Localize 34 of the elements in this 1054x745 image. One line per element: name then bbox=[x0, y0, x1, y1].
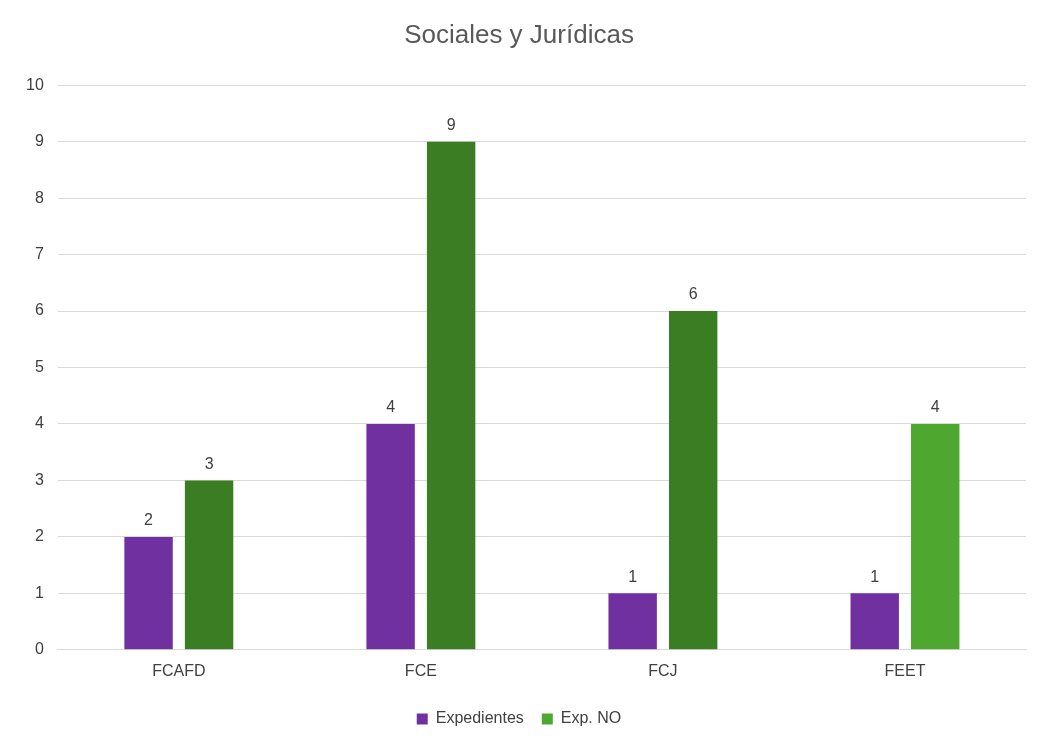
y-tick-label: 7 bbox=[34, 244, 44, 262]
data-label: 1 bbox=[628, 567, 638, 585]
legend-label: Exp. NO bbox=[560, 709, 622, 727]
data-label: 6 bbox=[688, 285, 698, 303]
data-label: 2 bbox=[144, 511, 154, 529]
y-tick-label: 8 bbox=[34, 188, 44, 206]
x-tick-label: FCAFD bbox=[152, 661, 206, 679]
bar bbox=[850, 593, 899, 650]
bar bbox=[124, 536, 173, 650]
y-tick-label: 0 bbox=[34, 640, 44, 658]
data-label: 4 bbox=[386, 398, 396, 416]
legend-label: Expedientes bbox=[435, 709, 524, 727]
y-tick-label: 6 bbox=[34, 301, 44, 319]
data-label: 4 bbox=[930, 398, 940, 416]
y-tick-label: 9 bbox=[34, 132, 44, 150]
data-label: 9 bbox=[446, 116, 456, 134]
data-label: 1 bbox=[870, 567, 880, 585]
y-tick-label: 5 bbox=[34, 357, 44, 375]
bar bbox=[911, 423, 960, 650]
x-tick-label: FCE bbox=[404, 661, 437, 679]
data-label: 3 bbox=[204, 454, 214, 472]
y-tick-label: 3 bbox=[34, 470, 44, 488]
y-tick-label: 10 bbox=[26, 75, 44, 93]
y-tick-label: 4 bbox=[34, 414, 44, 432]
x-tick-label: FEET bbox=[884, 661, 926, 679]
y-tick-label: 2 bbox=[34, 527, 44, 545]
bar bbox=[608, 593, 657, 650]
y-tick-label: 1 bbox=[34, 583, 44, 601]
chart-title: Sociales y Jurídicas bbox=[404, 18, 634, 49]
x-tick-label: FCJ bbox=[648, 661, 678, 679]
bar bbox=[366, 423, 415, 650]
bar bbox=[668, 311, 718, 650]
bar bbox=[184, 480, 234, 650]
bar bbox=[426, 141, 476, 650]
